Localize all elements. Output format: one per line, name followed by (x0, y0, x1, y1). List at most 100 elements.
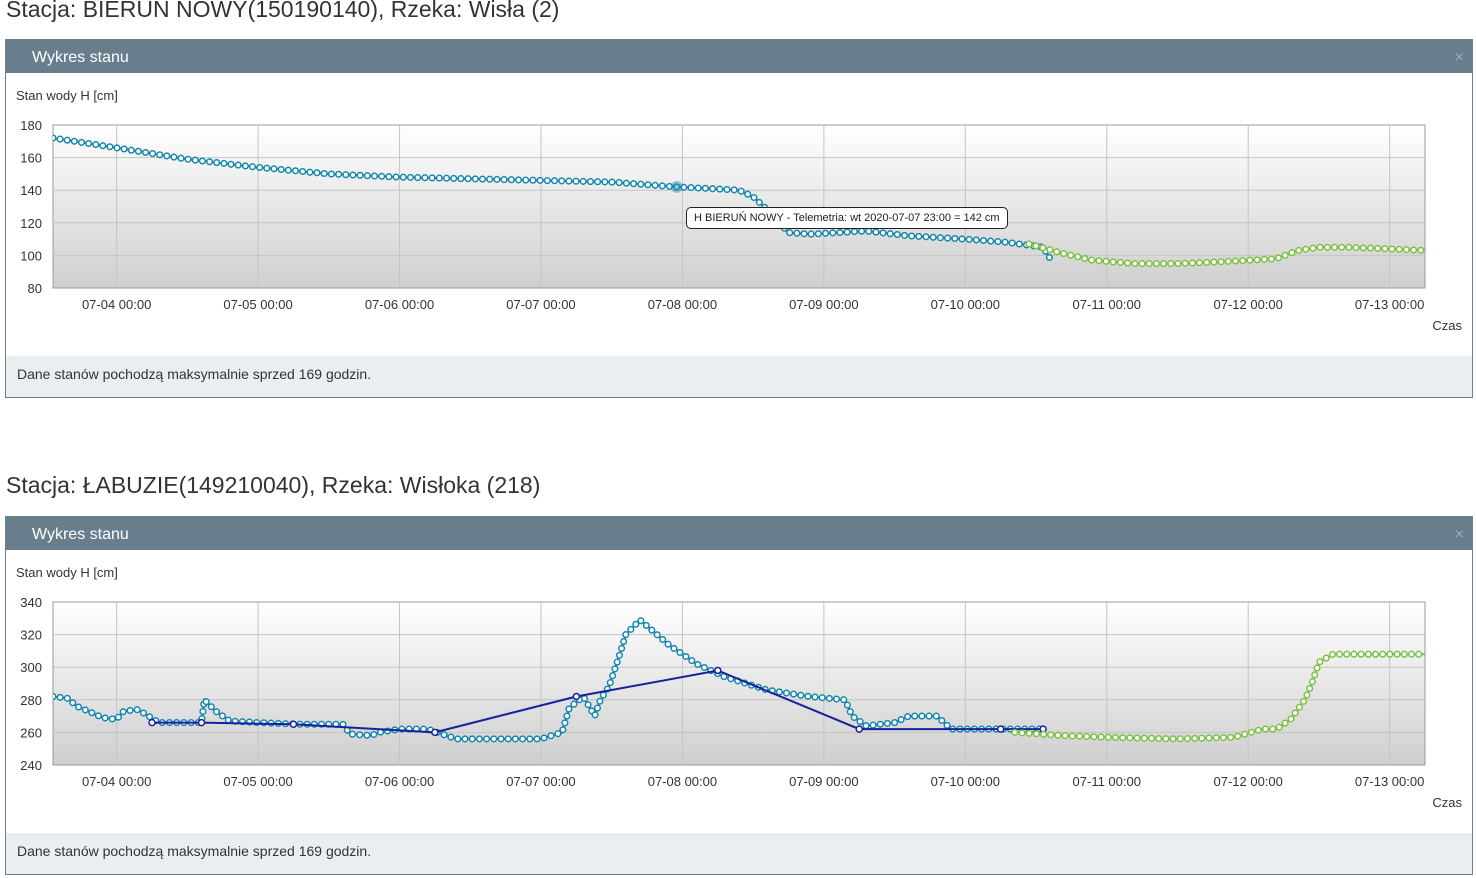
series-point[interactable] (99, 142, 107, 150)
series-point[interactable] (1147, 734, 1156, 742)
series-point[interactable] (75, 703, 83, 711)
series-point[interactable] (1126, 734, 1134, 742)
highlighted-point[interactable] (670, 180, 683, 193)
series-point[interactable] (220, 159, 228, 167)
series-point[interactable] (1388, 245, 1396, 253)
series-point[interactable] (613, 658, 621, 666)
series-point[interactable] (829, 229, 837, 237)
series-point[interactable] (579, 177, 587, 185)
series-point[interactable] (580, 694, 589, 703)
series-point[interactable] (922, 233, 930, 241)
series-point[interactable] (206, 158, 214, 166)
series-point[interactable] (1068, 732, 1076, 740)
series-point[interactable] (606, 679, 614, 687)
series-point[interactable] (536, 176, 544, 184)
series-point[interactable] (565, 177, 573, 185)
series-point[interactable] (1119, 734, 1127, 742)
series-point[interactable] (846, 708, 854, 716)
series-point[interactable] (601, 178, 609, 186)
series-point[interactable] (197, 718, 206, 727)
series-point[interactable] (1386, 650, 1394, 658)
series-point[interactable] (1291, 709, 1299, 717)
series-point[interactable] (1359, 244, 1367, 252)
series-point[interactable] (56, 693, 64, 701)
series-point[interactable] (1054, 731, 1062, 739)
series-point[interactable] (593, 704, 602, 712)
series-point[interactable] (277, 165, 285, 174)
series-point[interactable] (1267, 255, 1275, 263)
series-point[interactable] (858, 227, 866, 235)
series-point[interactable] (1025, 729, 1033, 737)
series-point[interactable] (447, 733, 455, 741)
series-point[interactable] (133, 706, 141, 714)
series-point[interactable] (893, 230, 901, 239)
series-point[interactable] (1181, 259, 1189, 267)
series-point[interactable] (709, 185, 717, 193)
series-point[interactable] (127, 146, 135, 154)
series-point[interactable] (490, 735, 498, 743)
series-point[interactable] (134, 147, 142, 155)
series-point[interactable] (1083, 732, 1091, 741)
series-point[interactable] (514, 176, 523, 184)
series-point[interactable] (363, 172, 371, 180)
series-point[interactable] (843, 701, 851, 709)
series-point[interactable] (457, 175, 465, 183)
close-icon[interactable]: × (1454, 526, 1464, 543)
series-point[interactable] (1053, 248, 1061, 256)
series-point[interactable] (241, 162, 249, 170)
series-point[interactable] (320, 169, 328, 178)
series-point[interactable] (421, 174, 429, 182)
series-point[interactable] (1210, 258, 1218, 266)
series-point[interactable] (700, 663, 708, 672)
series-point[interactable] (1040, 730, 1048, 738)
series-point[interactable] (114, 713, 123, 721)
series-point[interactable] (1109, 258, 1117, 266)
series-point[interactable] (313, 169, 321, 177)
series-point[interactable] (392, 173, 400, 181)
series-point[interactable] (1167, 260, 1175, 268)
series-point[interactable] (648, 626, 656, 634)
series-point[interactable] (81, 706, 89, 714)
series-point[interactable] (1015, 240, 1023, 248)
series-point[interactable] (1366, 244, 1375, 252)
series-point[interactable] (1162, 735, 1170, 743)
series-point[interactable] (1269, 725, 1277, 733)
series-point[interactable] (637, 617, 645, 625)
series-point[interactable] (911, 712, 919, 720)
series-point[interactable] (504, 735, 512, 743)
series-point[interactable] (92, 141, 100, 149)
series-point[interactable] (883, 719, 891, 727)
series-point[interactable] (558, 177, 566, 185)
series-point[interactable] (850, 228, 858, 236)
series-point[interactable] (263, 164, 271, 172)
series-point[interactable] (1081, 254, 1089, 263)
series-point[interactable] (800, 230, 808, 238)
series-point[interactable] (1371, 650, 1380, 658)
series-point[interactable] (1352, 244, 1360, 252)
series-point[interactable] (929, 233, 937, 241)
series-point[interactable] (611, 665, 619, 673)
series-point[interactable] (363, 731, 371, 739)
series-point[interactable] (680, 183, 688, 191)
series-point[interactable] (198, 157, 206, 165)
series-point[interactable] (1274, 254, 1283, 262)
series-point[interactable] (1176, 735, 1184, 743)
series-point[interactable] (213, 159, 221, 167)
series-point[interactable] (113, 144, 121, 152)
series-point[interactable] (615, 179, 623, 187)
series-point[interactable] (1357, 650, 1365, 658)
series-point[interactable] (1095, 257, 1103, 265)
series-point[interactable] (1247, 728, 1256, 736)
series-point[interactable] (651, 181, 659, 189)
series-point[interactable] (1188, 259, 1196, 267)
series-point[interactable] (1169, 735, 1177, 743)
series-point[interactable] (156, 151, 164, 159)
series-point[interactable] (1104, 733, 1112, 741)
series-point[interactable] (442, 174, 451, 182)
series-point[interactable] (818, 694, 826, 702)
series-point[interactable] (897, 716, 905, 724)
series-point[interactable] (755, 198, 763, 206)
series-point[interactable] (918, 712, 926, 720)
series-point[interactable] (591, 711, 599, 719)
series-point[interactable] (572, 177, 580, 185)
